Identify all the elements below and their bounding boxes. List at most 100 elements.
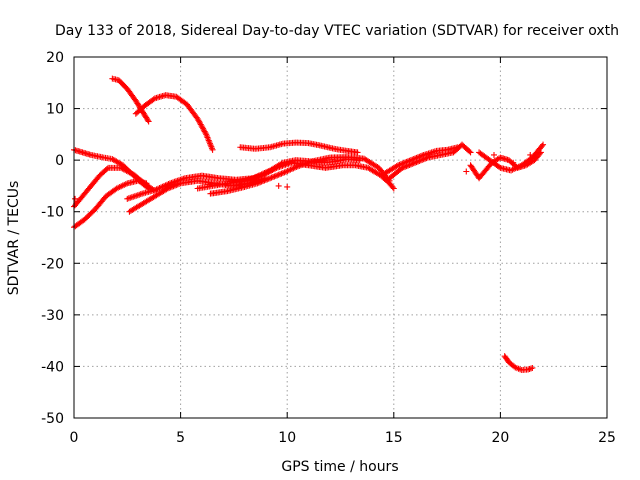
data-point bbox=[268, 174, 275, 181]
data-point bbox=[390, 185, 397, 192]
data-point bbox=[466, 148, 473, 155]
data-point bbox=[262, 170, 269, 177]
data-point bbox=[403, 158, 410, 165]
x-tick-label: 20 bbox=[491, 430, 509, 446]
data-point bbox=[266, 168, 273, 175]
data-point bbox=[274, 172, 281, 179]
data-point bbox=[399, 160, 406, 167]
data-point bbox=[258, 172, 265, 179]
data-point bbox=[412, 155, 419, 162]
data-point bbox=[209, 146, 216, 153]
y-axis-label: SDTVAR / TECUs bbox=[6, 181, 22, 296]
plot-frame bbox=[73, 56, 608, 419]
data-point bbox=[538, 142, 545, 149]
data-point bbox=[144, 117, 151, 124]
data-point bbox=[419, 152, 426, 159]
data-point bbox=[454, 144, 461, 151]
data-point bbox=[406, 157, 413, 164]
data-point bbox=[264, 176, 271, 183]
data-point bbox=[261, 177, 268, 184]
data-point bbox=[267, 175, 274, 182]
data-point bbox=[491, 151, 498, 158]
grid-lines bbox=[74, 57, 607, 418]
data-point bbox=[268, 167, 275, 174]
x-tick-labels: 0 5 10 15 20 25 bbox=[70, 430, 616, 446]
data-point bbox=[467, 149, 474, 156]
series-arc-rise-2 bbox=[71, 177, 150, 231]
y-tick-label: 20 bbox=[46, 50, 64, 66]
data-point bbox=[258, 178, 265, 185]
data-point bbox=[417, 153, 424, 160]
data-point bbox=[262, 176, 269, 183]
data-point bbox=[169, 183, 176, 190]
data-point bbox=[269, 166, 276, 173]
data-point bbox=[393, 163, 400, 170]
data-point bbox=[402, 159, 409, 166]
x-axis-label: GPS time / hours bbox=[281, 459, 398, 475]
data-point bbox=[103, 165, 110, 172]
data-point bbox=[396, 161, 403, 168]
data-point bbox=[529, 364, 536, 371]
data-point bbox=[278, 170, 285, 177]
x-tick-label: 0 bbox=[70, 430, 79, 446]
data-point bbox=[496, 163, 503, 170]
data-point bbox=[275, 182, 282, 189]
data-point bbox=[237, 182, 244, 189]
data-point bbox=[510, 159, 517, 166]
series-isolated bbox=[72, 182, 291, 202]
data-point bbox=[202, 129, 209, 136]
data-point bbox=[389, 184, 396, 191]
data-point bbox=[272, 172, 279, 179]
data-point bbox=[167, 184, 174, 191]
series-arc-mid-b bbox=[194, 159, 397, 192]
x-tick-label: 10 bbox=[278, 430, 296, 446]
data-point bbox=[400, 160, 407, 167]
x-tick-label: 15 bbox=[385, 430, 403, 446]
y-tick-label: -20 bbox=[41, 256, 64, 272]
data-point bbox=[527, 151, 534, 158]
data-point bbox=[407, 157, 414, 164]
data-point bbox=[270, 166, 277, 173]
chart-title: Day 133 of 2018, Sidereal Day-to-day VTE… bbox=[55, 23, 619, 39]
series-arc-high-b bbox=[132, 92, 216, 153]
data-point bbox=[143, 180, 150, 187]
data-point bbox=[72, 195, 79, 202]
y-tick-label: -30 bbox=[41, 308, 64, 324]
data-point bbox=[254, 180, 261, 187]
data-point bbox=[255, 179, 262, 186]
data-point bbox=[260, 178, 267, 185]
data-point bbox=[259, 171, 266, 178]
data-point bbox=[277, 171, 284, 178]
series-arc-low-outlier bbox=[501, 353, 536, 374]
data-point bbox=[409, 156, 416, 163]
data-point bbox=[163, 186, 170, 193]
y-tick-label: 10 bbox=[46, 102, 64, 118]
x-tick-label: 5 bbox=[176, 430, 185, 446]
series-scatter-late bbox=[463, 151, 534, 175]
data-point bbox=[261, 171, 268, 178]
data-point bbox=[164, 185, 171, 192]
data-series bbox=[71, 75, 547, 374]
data-point bbox=[271, 173, 278, 180]
data-point bbox=[269, 174, 276, 181]
y-tick-label: -40 bbox=[41, 359, 64, 375]
data-point bbox=[166, 184, 173, 191]
series-arc-late-b bbox=[382, 144, 461, 177]
data-point bbox=[150, 96, 157, 103]
data-point bbox=[257, 179, 264, 186]
data-point bbox=[416, 153, 423, 160]
data-point bbox=[170, 183, 177, 190]
data-point bbox=[540, 141, 547, 148]
data-point bbox=[405, 158, 412, 165]
data-point bbox=[264, 169, 271, 176]
data-point bbox=[463, 168, 470, 175]
data-point bbox=[265, 169, 272, 176]
series-arc-high-a bbox=[109, 75, 152, 125]
data-point bbox=[410, 155, 417, 162]
data-point bbox=[413, 154, 420, 161]
data-point bbox=[284, 183, 291, 190]
x-tick-label: 25 bbox=[598, 430, 616, 446]
series-arc-late-d bbox=[476, 141, 547, 174]
y-tick-labels: -50 -40 -30 -20 -10 0 10 20 bbox=[41, 50, 64, 427]
